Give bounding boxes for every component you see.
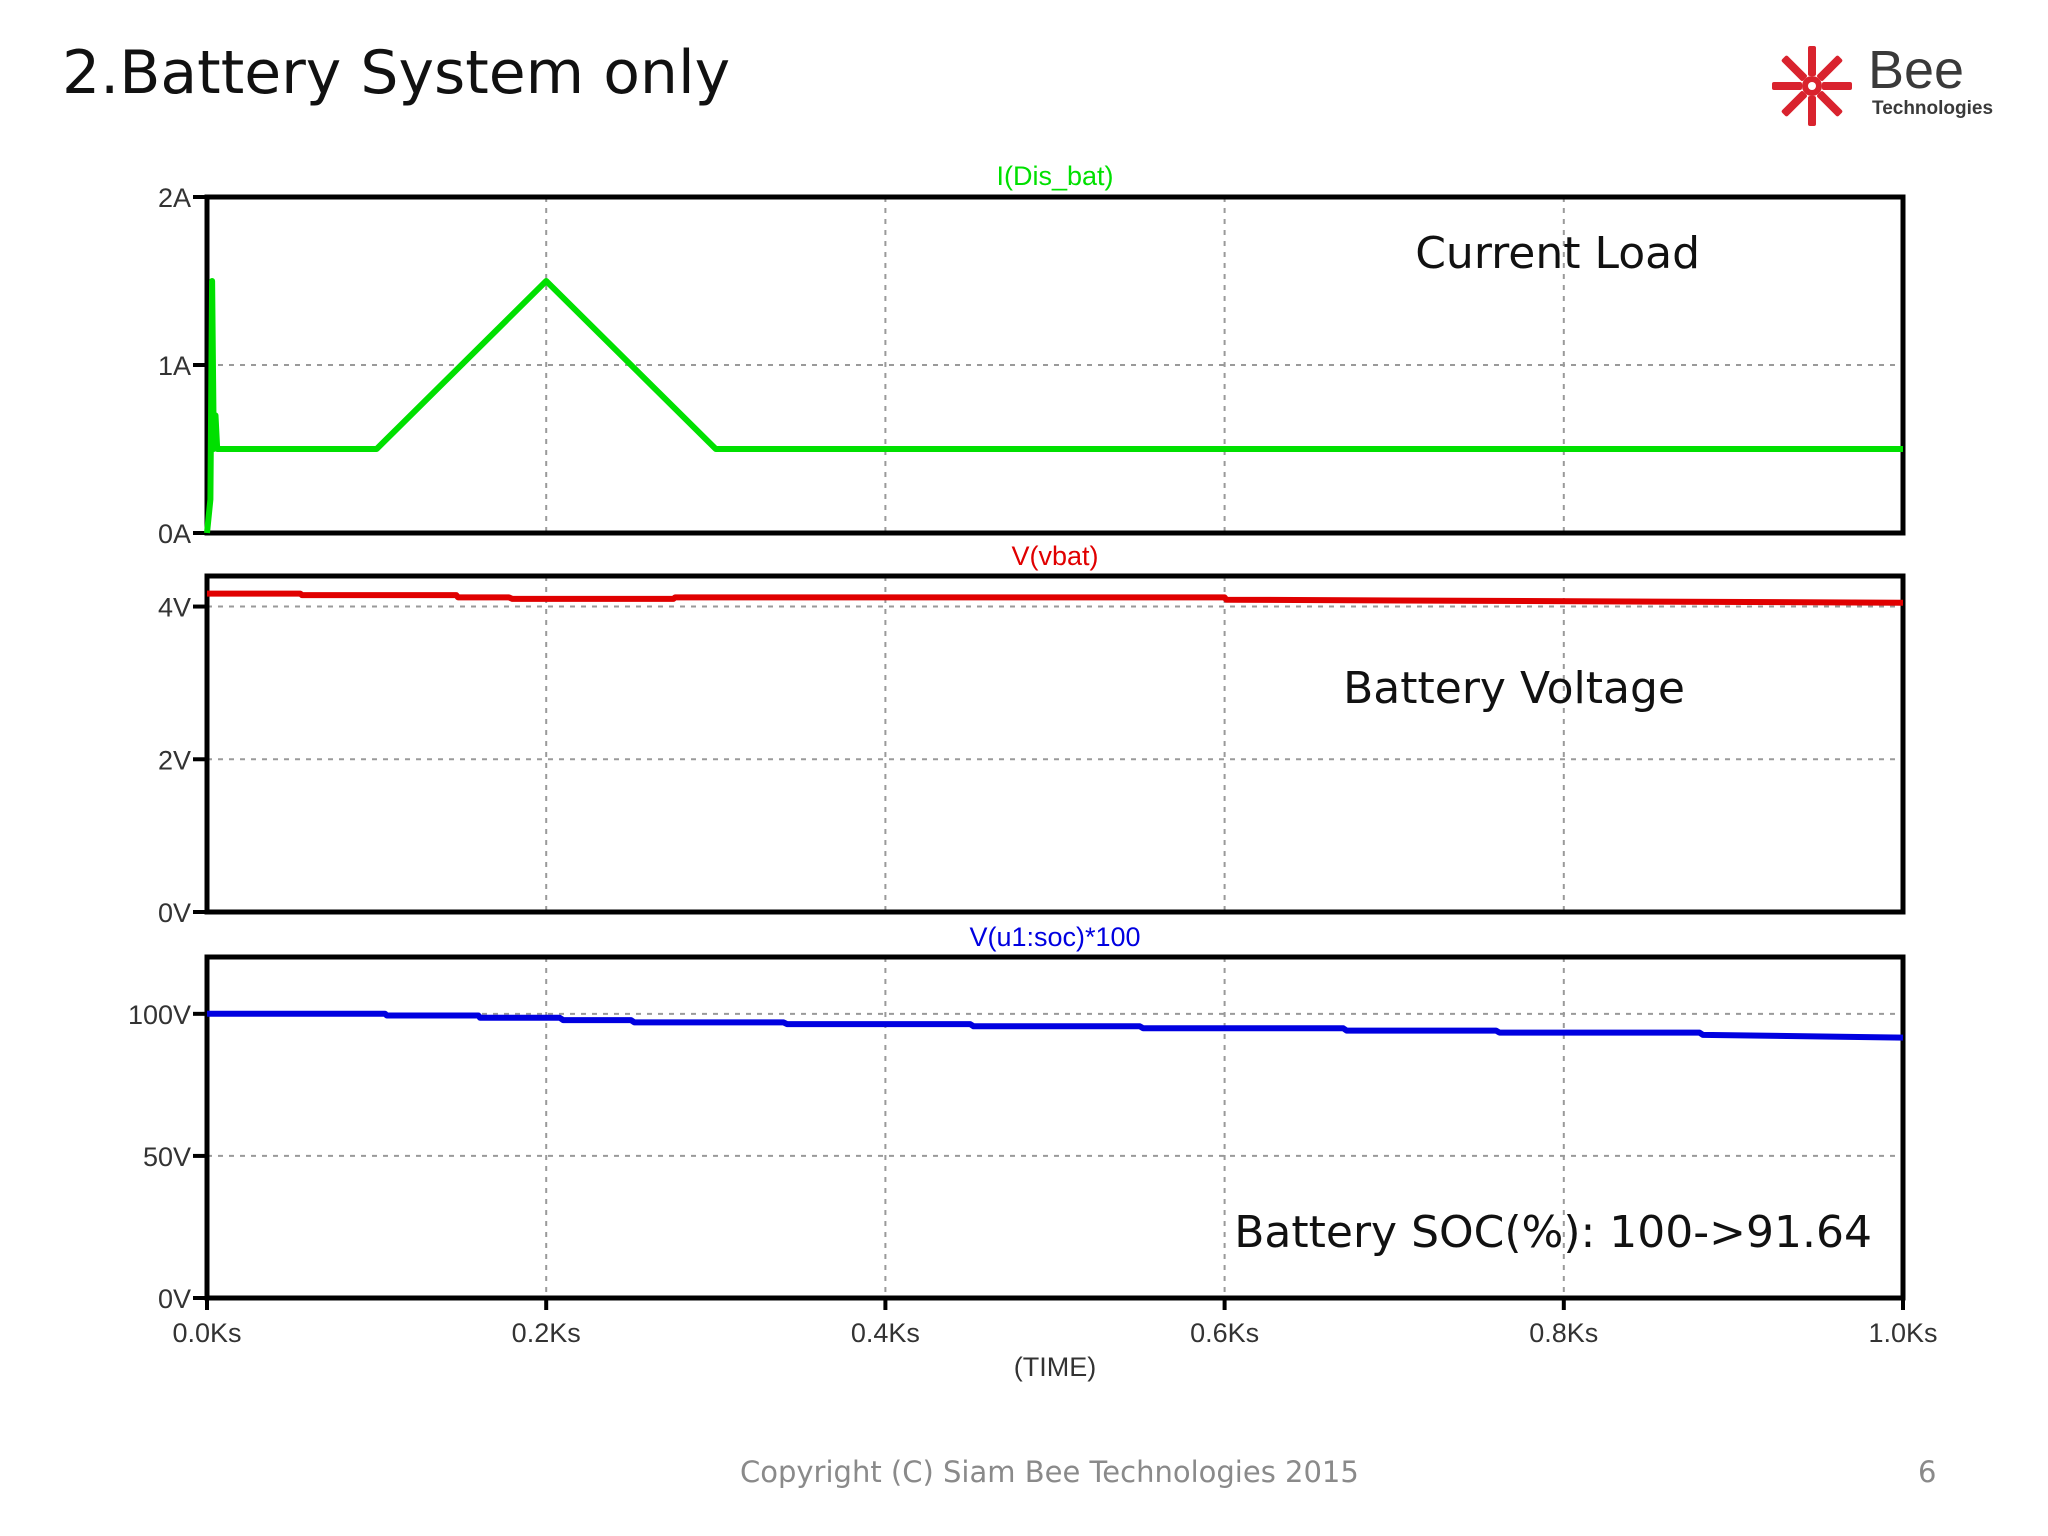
x-axis-label: (TIME) [1014, 1352, 1096, 1382]
bee-logo-icon: Bee Technologies [1772, 40, 1993, 126]
plot-frame [204, 954, 1906, 1301]
panel-annotation: Current Load [1415, 228, 1700, 279]
slide-title: 2.Battery System only [62, 38, 731, 108]
chart-panel-2: 0V 2V 4V V(vbat) Battery Voltage [158, 541, 1906, 928]
chart-panel-3: 0V 50V 100V V(u1:soc)*100 Battery SOC(%): 10… [128, 922, 1938, 1382]
y-tick-label: 2A [158, 183, 191, 213]
x-tick-label: 0.6Ks [1190, 1318, 1259, 1348]
footer-copyright: Copyright (C) Siam Bee Technologies 2015 [740, 1455, 1359, 1489]
y-tick-label: 100V [128, 1000, 191, 1030]
chart-panel-1: 0A 1A 2A I(Dis_bat) Current Load [158, 161, 1906, 549]
y-tick-label: 0V [158, 1284, 191, 1314]
x-tick-label: 0.8Ks [1529, 1318, 1598, 1348]
series-title: V(u1:soc)*100 [969, 922, 1140, 952]
y-tick-label: 1A [158, 351, 191, 381]
logo-subtitle: Technologies [1872, 98, 1993, 119]
logo-name: Bee [1868, 40, 1964, 100]
series-title: V(vbat) [1011, 541, 1098, 571]
series-line [204, 278, 1903, 534]
y-tick-label: 0A [158, 519, 191, 549]
x-tick-label: 1.0Ks [1868, 1318, 1937, 1348]
y-tick-label: 2V [158, 745, 191, 775]
y-tick-label: 50V [143, 1142, 191, 1172]
series-line [207, 1010, 1904, 1041]
x-tick-label: 0.2Ks [512, 1318, 581, 1348]
series-line [207, 590, 1904, 606]
panel-annotation: Battery SOC(%): 100->91.64 [1234, 1207, 1872, 1258]
panel-annotation: Battery Voltage [1343, 663, 1685, 714]
logo-star-icon [1772, 46, 1852, 126]
page-number: 6 [1918, 1455, 1937, 1489]
x-tick-label: 0.0Ks [172, 1318, 241, 1348]
y-tick-label: 4V [158, 593, 191, 623]
series-title: I(Dis_bat) [996, 161, 1113, 191]
plot-frame [204, 573, 1906, 915]
x-tick-label: 0.4Ks [851, 1318, 920, 1348]
y-tick-label: 0V [158, 898, 191, 928]
